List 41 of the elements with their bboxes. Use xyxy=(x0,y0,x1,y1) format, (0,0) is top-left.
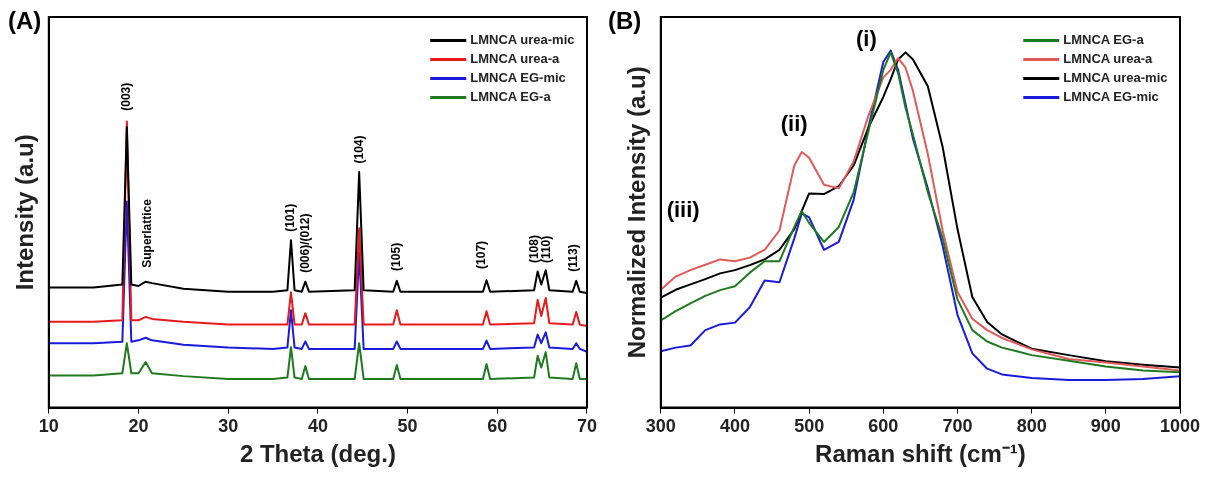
legend-label: LMNCA urea-a xyxy=(1063,51,1154,67)
x-tick-label: 800 xyxy=(1016,416,1047,437)
legend-label: LMNCA urea-a xyxy=(470,51,561,67)
x-tick-label: 300 xyxy=(645,416,676,437)
x-tick-label: 500 xyxy=(794,416,825,437)
x-axis-title: Raman shift (cm⁻¹) xyxy=(815,440,1026,468)
legend-label: LMNCA urea-mic xyxy=(470,32,575,48)
legend-label: LMNCA EG-a xyxy=(1063,32,1145,48)
annotation: (108) xyxy=(527,235,542,264)
annotation: (113) xyxy=(565,244,580,272)
annotation: (i) xyxy=(856,25,877,51)
x-tick-label: 600 xyxy=(868,416,899,437)
annotation: (101) xyxy=(283,203,298,232)
x-tick-label: 60 xyxy=(487,416,508,437)
x-tick-label: 10 xyxy=(38,416,59,437)
annotation: (104) xyxy=(351,135,366,164)
x-tick-label: 700 xyxy=(942,416,973,437)
x-tick-label: 40 xyxy=(307,416,328,437)
x-tick-label: 50 xyxy=(397,416,418,437)
legend-label: LMNCA EG-a xyxy=(470,89,552,105)
x-tick-label: 1000 xyxy=(1159,416,1201,437)
legend-label: LMNCA EG-mic xyxy=(470,70,566,86)
legend-label: LMNCA EG-mic xyxy=(1063,89,1159,105)
x-tick-label: 20 xyxy=(128,416,149,437)
annotation: Superlattice xyxy=(139,198,154,268)
text: (B) xyxy=(608,6,642,34)
annotation: (107) xyxy=(474,240,489,269)
legend-label: LMNCA urea-mic xyxy=(1063,70,1168,86)
x-tick-label: 400 xyxy=(719,416,750,437)
y-axis-title: Normalized Intensity (a.u) xyxy=(623,66,651,359)
annotation: (105) xyxy=(389,242,404,271)
text: (003) xyxy=(119,82,134,111)
x-tick-label: 30 xyxy=(218,416,239,437)
x-tick-label: 70 xyxy=(576,416,597,437)
annotation: (iii) xyxy=(666,197,700,223)
x-tick-label: 900 xyxy=(1090,416,1121,437)
x-axis-title: 2 Theta (deg.) xyxy=(239,440,396,468)
text: (A) xyxy=(8,6,42,34)
annotation: (006)/(012) xyxy=(298,213,313,273)
y-axis-title: Intensity (a.u) xyxy=(11,134,39,291)
annotation: (ii) xyxy=(780,111,808,137)
